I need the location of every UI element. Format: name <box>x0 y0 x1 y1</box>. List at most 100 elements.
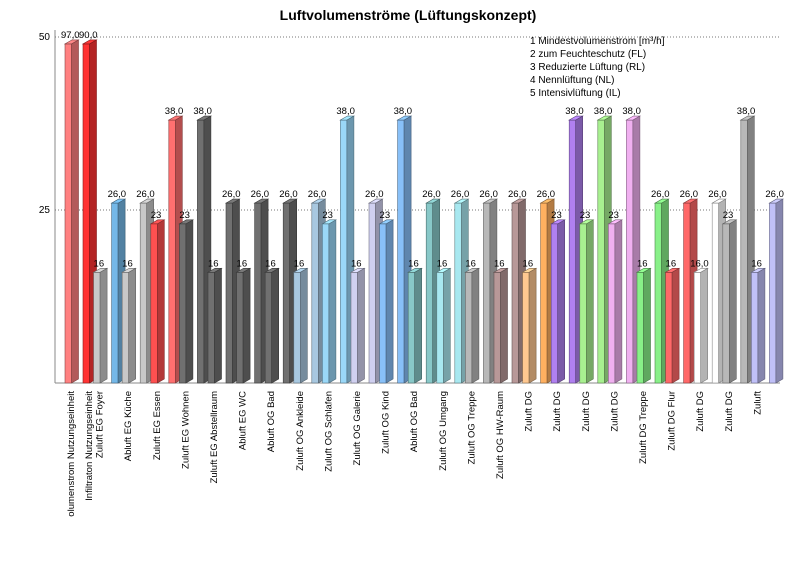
bar-front <box>379 223 387 384</box>
bar-top <box>253 198 270 204</box>
bar-front <box>350 271 358 384</box>
value-label: 16 <box>437 258 448 269</box>
value-label: 38,0 <box>193 106 212 117</box>
bar <box>235 267 252 384</box>
chart-title: Luftvolumenströme (Lüftungskonzept) <box>280 7 537 23</box>
value-label: 16 <box>751 258 762 269</box>
bar-side <box>557 219 566 384</box>
value-label: 16,0 <box>690 258 709 269</box>
bar-top <box>81 39 98 45</box>
value-label: 26,0 <box>651 189 670 200</box>
bar <box>149 219 166 384</box>
bar-top <box>339 115 356 121</box>
value-label: 23 <box>151 210 162 221</box>
category-label: Zuluft OG Umgang <box>438 391 449 471</box>
bar-front <box>311 202 319 384</box>
bar <box>63 39 80 384</box>
bar-side <box>585 219 594 384</box>
bar-top <box>121 267 137 273</box>
value-label: 23 <box>380 210 391 221</box>
value-label: 23 <box>580 210 591 221</box>
value-label: 26,0 <box>251 189 270 200</box>
value-label: 23 <box>322 210 333 221</box>
category-label: Zuluft OG HW-Raum <box>495 391 506 479</box>
value-label: 26,0 <box>136 189 155 200</box>
value-label: 16 <box>666 258 677 269</box>
bar-top <box>711 198 727 204</box>
category-label: Zuluft DG <box>581 391 592 432</box>
bar-front <box>64 43 72 384</box>
bar-top <box>664 267 681 273</box>
category-label: Zuluft DG <box>552 391 563 432</box>
category-label: Zuluft <box>752 391 763 415</box>
category-label: Zuluft DG Treppe <box>638 391 649 464</box>
bar-front <box>236 271 244 384</box>
bar-side <box>414 267 423 384</box>
bar-side <box>385 219 394 384</box>
value-label: 38,0 <box>594 106 613 117</box>
bar-front <box>465 271 473 384</box>
bar-top <box>693 267 709 273</box>
value-label: 26,0 <box>422 189 441 200</box>
bar-top <box>521 267 538 273</box>
bar-front <box>139 202 147 384</box>
bar <box>578 219 595 384</box>
bar-front <box>740 119 748 384</box>
bar-front <box>654 202 662 384</box>
bar-front <box>436 271 444 384</box>
bar <box>550 219 566 384</box>
bar-side <box>700 267 709 384</box>
bar-front <box>121 271 129 384</box>
bar-front <box>683 202 691 384</box>
value-labels: 97,0 90,0 16 26,0 16 26,0 23 38,0 23 38,0 16 26,0 16… <box>61 30 784 269</box>
value-label: 16 <box>265 258 276 269</box>
bar-front <box>197 119 205 384</box>
bar <box>768 198 785 384</box>
bar-front <box>82 43 90 384</box>
value-label: 26,0 <box>308 189 327 200</box>
legend-entry: 4 Nennlüftung (NL) <box>530 75 615 86</box>
bar-top <box>578 219 595 225</box>
bar-front <box>254 202 262 384</box>
bar-side <box>775 198 784 384</box>
value-label: 23 <box>608 210 619 221</box>
category-labels: olumenstrom Nutzungseinheit Infiltraton N… <box>66 391 763 517</box>
bar-front <box>626 119 634 384</box>
value-label: 26,0 <box>451 189 470 200</box>
bar-side <box>728 219 737 384</box>
bar-top <box>149 219 166 225</box>
bar-side <box>643 267 651 384</box>
bar-front <box>540 202 548 384</box>
bar-top <box>92 267 109 273</box>
bar-front <box>407 271 416 384</box>
bar-top <box>321 219 338 225</box>
value-label: 16 <box>208 258 219 269</box>
bar-side <box>357 267 365 384</box>
bar-front <box>225 202 233 384</box>
value-label: 38,0 <box>565 106 584 117</box>
value-label: 26,0 <box>479 189 498 200</box>
bar-front <box>522 271 530 384</box>
bar-front <box>579 223 587 384</box>
bar-top <box>206 267 223 273</box>
bar <box>635 267 652 384</box>
bar-side <box>271 267 280 384</box>
legend-entry: 3 Reduzierte Lüftung (RL) <box>530 62 645 73</box>
bar-top <box>367 198 384 204</box>
value-label: 26,0 <box>508 189 527 200</box>
value-label: 16 <box>523 258 534 269</box>
bar-front <box>483 202 491 384</box>
bar <box>264 267 280 384</box>
bar-front <box>568 119 577 384</box>
bar-top <box>292 267 309 273</box>
bar-front <box>179 223 187 384</box>
bar-top <box>750 267 767 273</box>
bar-front <box>751 271 759 384</box>
bar-top <box>510 198 527 204</box>
value-label: 23 <box>723 210 734 221</box>
bar <box>321 219 338 384</box>
bar <box>121 267 137 384</box>
legend-entry: 1 Mindestvolumenstrom [m³/h] <box>530 36 665 47</box>
bar-top <box>653 198 670 204</box>
bar-top <box>682 198 699 204</box>
